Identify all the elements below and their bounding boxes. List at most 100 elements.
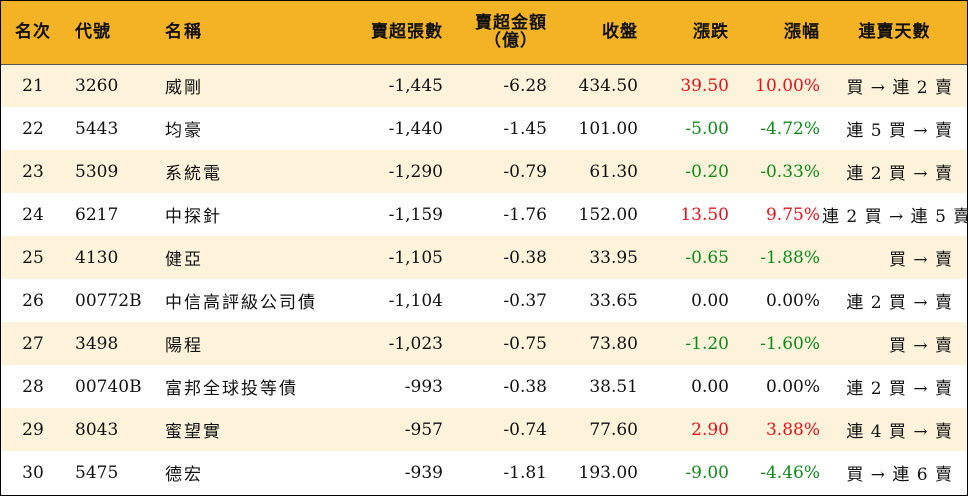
- cell-change-pct: -1.88%: [731, 236, 822, 279]
- cell-streak: 連 2 買 → 賣: [822, 365, 967, 408]
- cell-code: 4130: [65, 236, 161, 279]
- cell-streak: 連 5 買 → 賣: [822, 107, 967, 150]
- cell-name: 系統電: [161, 150, 343, 193]
- cell-change-pct: 3.88%: [731, 408, 822, 451]
- cell-code: 00772B: [65, 279, 161, 322]
- cell-sell-amount: -1.45: [445, 107, 549, 150]
- cell-sell-volume: -957: [343, 408, 445, 451]
- table-row: 26 00772B 中信高評級公司債 -1,104 -0.37 33.65 0.…: [1, 279, 967, 322]
- table-body: 21 3260 威剛 -1,445 -6.28 434.50 39.50 10.…: [1, 64, 968, 494]
- cell-streak: 買 → 賣: [822, 236, 967, 279]
- cell-streak: 連 4 買 → 賣: [822, 408, 967, 451]
- header-name: 名稱: [161, 1, 343, 65]
- cell-streak: 買 → 連 2 賣: [822, 64, 967, 107]
- cell-streak: 買 → 連 6 賣: [822, 451, 967, 494]
- cell-rank: 21: [1, 64, 65, 107]
- cell-close: 152.00: [549, 193, 640, 236]
- cell-code: 3498: [65, 322, 161, 365]
- cell-rank: 30: [1, 451, 65, 494]
- cell-sell-amount: -1.81: [445, 451, 549, 494]
- cell-name: 健亞: [161, 236, 343, 279]
- header-code: 代號: [65, 1, 161, 65]
- cell-sell-volume: -1,445: [343, 64, 445, 107]
- cell-change-pct: -0.33%: [731, 150, 822, 193]
- table-row: 25 4130 健亞 -1,105 -0.38 33.95 -0.65 -1.8…: [1, 236, 967, 279]
- cell-code: 5475: [65, 451, 161, 494]
- cell-close: 33.95: [549, 236, 640, 279]
- cell-sell-volume: -1,105: [343, 236, 445, 279]
- cell-close: 77.60: [549, 408, 640, 451]
- cell-close: 101.00: [549, 107, 640, 150]
- cell-streak: 連 2 買 → 連 5 賣: [822, 193, 968, 236]
- cell-change: 13.50: [640, 193, 731, 236]
- cell-change-pct: -1.60%: [731, 322, 822, 365]
- cell-close: 61.30: [549, 150, 640, 193]
- cell-sell-amount: -0.38: [445, 365, 549, 408]
- cell-rank: 27: [1, 322, 65, 365]
- cell-streak: 買 → 賣: [822, 322, 967, 365]
- cell-name: 均豪: [161, 107, 343, 150]
- cell-change: -9.00: [640, 451, 731, 494]
- header-change: 漲跌: [640, 1, 731, 65]
- cell-change-pct: 10.00%: [731, 64, 822, 107]
- header-change-pct: 漲幅: [731, 1, 822, 65]
- cell-sell-amount: -6.28: [445, 64, 549, 107]
- cell-code: 8043: [65, 408, 161, 451]
- table-row: 30 5475 德宏 -939 -1.81 193.00 -9.00 -4.46…: [1, 451, 967, 494]
- cell-code: 3260: [65, 64, 161, 107]
- cell-code: 5309: [65, 150, 161, 193]
- cell-change: 0.00: [640, 279, 731, 322]
- cell-sell-volume: -1,290: [343, 150, 445, 193]
- cell-change: -0.20: [640, 150, 731, 193]
- cell-name: 陽程: [161, 322, 343, 365]
- header-streak: 連賣天數: [822, 1, 967, 65]
- cell-sell-amount: -1.76: [445, 193, 549, 236]
- cell-rank: 22: [1, 107, 65, 150]
- cell-change-pct: 0.00%: [731, 279, 822, 322]
- cell-change: 2.90: [640, 408, 731, 451]
- header-sell-amount-unit: （億）: [484, 31, 538, 52]
- cell-rank: 25: [1, 236, 65, 279]
- cell-rank: 23: [1, 150, 65, 193]
- cell-change-pct: -4.46%: [731, 451, 822, 494]
- table-row: 21 3260 威剛 -1,445 -6.28 434.50 39.50 10.…: [1, 64, 967, 107]
- cell-sell-amount: -0.79: [445, 150, 549, 193]
- cell-sell-volume: -1,440: [343, 107, 445, 150]
- cell-change: -0.65: [640, 236, 731, 279]
- table-row: 24 6217 中探針 -1,159 -1.76 152.00 13.50 9.…: [1, 193, 968, 236]
- cell-sell-amount: -0.75: [445, 322, 549, 365]
- cell-streak: 連 2 買 → 賣: [822, 279, 967, 322]
- cell-sell-volume: -939: [343, 451, 445, 494]
- cell-rank: 28: [1, 365, 65, 408]
- header-sell-amount-line1: 賣超金額: [475, 13, 547, 34]
- cell-close: 38.51: [549, 365, 640, 408]
- cell-change-pct: 9.75%: [731, 193, 822, 236]
- cell-change: 0.00: [640, 365, 731, 408]
- cell-sell-amount: -0.38: [445, 236, 549, 279]
- header-row: 名次 代號 名稱 賣超張數 賣超金額 （億） 收盤 漲跌 漲幅 連賣天數: [1, 1, 967, 65]
- header-sell-volume: 賣超張數: [343, 1, 445, 65]
- cell-streak: 連 2 買 → 賣: [822, 150, 967, 193]
- cell-sell-volume: -1,159: [343, 193, 445, 236]
- cell-sell-amount: -0.74: [445, 408, 549, 451]
- cell-code: 00740B: [65, 365, 161, 408]
- header-rank: 名次: [1, 1, 65, 65]
- cell-change-pct: 0.00%: [731, 365, 822, 408]
- cell-sell-volume: -993: [343, 365, 445, 408]
- header-sell-amount: 賣超金額 （億）: [445, 1, 549, 65]
- cell-name: 中信高評級公司債: [161, 279, 343, 322]
- cell-rank: 29: [1, 408, 65, 451]
- table-row: 27 3498 陽程 -1,023 -0.75 73.80 -1.20 -1.6…: [1, 322, 967, 365]
- table-row: 23 5309 系統電 -1,290 -0.79 61.30 -0.20 -0.…: [1, 150, 967, 193]
- cell-code: 5443: [65, 107, 161, 150]
- cell-rank: 26: [1, 279, 65, 322]
- cell-rank: 24: [1, 193, 65, 236]
- table-row: 22 5443 均豪 -1,440 -1.45 101.00 -5.00 -4.…: [1, 107, 967, 150]
- cell-close: 434.50: [549, 64, 640, 107]
- cell-close: 193.00: [549, 451, 640, 494]
- cell-change: -5.00: [640, 107, 731, 150]
- cell-code: 6217: [65, 193, 161, 236]
- cell-change: -1.20: [640, 322, 731, 365]
